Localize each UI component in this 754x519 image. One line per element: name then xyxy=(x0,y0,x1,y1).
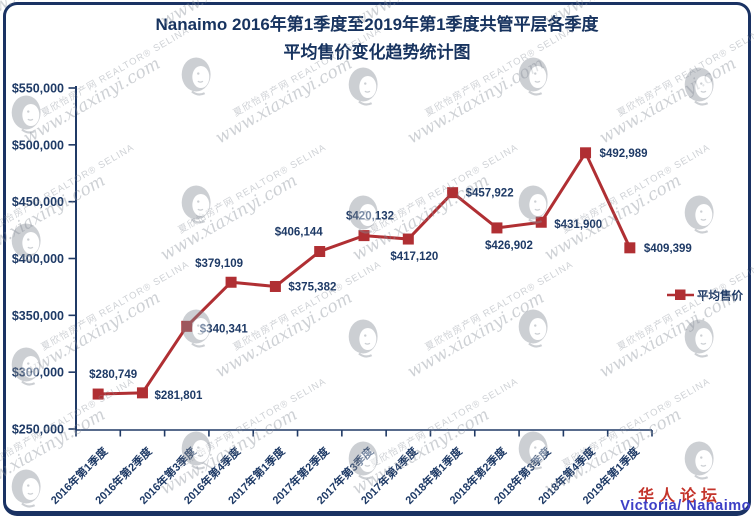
data-label: $281,801 xyxy=(154,390,203,402)
data-point-marker xyxy=(225,276,237,288)
data-point-marker xyxy=(314,246,326,258)
legend-label: 平均售价 xyxy=(697,289,743,303)
data-label: $426,902 xyxy=(485,240,533,252)
data-label: $280,749 xyxy=(89,369,137,381)
data-point-marker xyxy=(358,230,370,242)
data-point-marker xyxy=(92,388,104,400)
y-axis-tick-label: $250,000 xyxy=(12,423,64,437)
data-label: $431,900 xyxy=(554,219,602,231)
data-point-marker xyxy=(624,242,636,254)
data-label: $340,341 xyxy=(200,323,249,335)
y-axis-tick-label: $400,000 xyxy=(12,252,64,266)
data-point-marker xyxy=(136,387,148,399)
y-axis-tick-label: $500,000 xyxy=(12,138,64,152)
data-label: $375,382 xyxy=(288,281,336,293)
chart-title-line1: Nanaimo 2016年第1季度至2019年第1季度共管平层各季度 xyxy=(155,15,599,34)
chart-title: Nanaimo 2016年第1季度至2019年第1季度共管平层各季度 平均售价变… xyxy=(0,11,754,67)
data-label: $420,132 xyxy=(346,211,394,223)
data-point-marker xyxy=(491,222,503,234)
data-label: $406,144 xyxy=(275,227,324,239)
legend-marker xyxy=(675,289,686,300)
data-label: $379,109 xyxy=(195,258,243,270)
data-point-marker xyxy=(269,280,281,292)
chart-title-line2: 平均售价变化趋势统计图 xyxy=(283,43,471,62)
data-label: $417,120 xyxy=(390,251,438,263)
data-label: $492,989 xyxy=(600,148,648,160)
data-point-marker xyxy=(402,233,414,245)
location-brand-text: Victoria/ Nanaimo xyxy=(620,498,751,514)
y-axis-tick-label: $450,000 xyxy=(12,195,64,209)
y-axis-tick-label: $550,000 xyxy=(12,82,64,96)
data-point-marker xyxy=(535,216,547,228)
y-axis-tick-label: $350,000 xyxy=(12,309,64,323)
y-axis-tick-label: $300,000 xyxy=(12,366,64,380)
data-point-marker xyxy=(580,147,592,159)
data-label: $457,922 xyxy=(466,188,514,200)
price-line xyxy=(98,149,632,396)
data-point-marker xyxy=(447,187,459,199)
data-label: $409,399 xyxy=(644,243,692,255)
data-point-marker xyxy=(181,320,193,332)
forum-brand-text: 华人论坛 xyxy=(637,488,722,505)
